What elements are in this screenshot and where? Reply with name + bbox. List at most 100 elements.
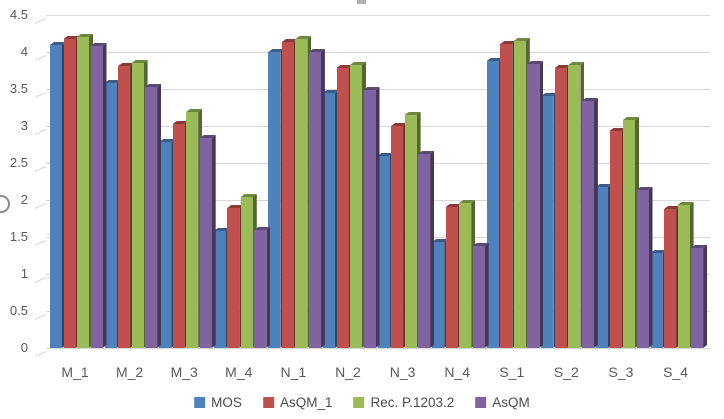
bar-asqm-n_3 bbox=[418, 151, 435, 348]
bar-face bbox=[308, 52, 321, 348]
y-tick-label: 2 bbox=[20, 192, 28, 207]
bar-face bbox=[323, 93, 335, 348]
bar-face bbox=[636, 190, 649, 348]
y-tick-label: 3.5 bbox=[9, 81, 28, 96]
bar-top bbox=[691, 245, 708, 248]
bar-top bbox=[254, 227, 271, 230]
bar-top bbox=[199, 135, 216, 138]
legend-label: AsQM_1 bbox=[279, 395, 333, 410]
bar-face bbox=[581, 101, 594, 348]
x-axis-label-s_3: S_3 bbox=[608, 364, 634, 380]
bar-top bbox=[295, 36, 312, 39]
bar-top bbox=[664, 206, 681, 209]
bar-top bbox=[418, 151, 435, 154]
bar-top bbox=[554, 65, 571, 68]
bar-face bbox=[295, 39, 308, 348]
gridline-depth-segment bbox=[34, 166, 47, 172]
bar-top bbox=[636, 187, 653, 190]
bar-side bbox=[649, 187, 653, 348]
bar-top bbox=[281, 39, 298, 42]
bar-face bbox=[90, 46, 103, 348]
bar-face bbox=[650, 253, 663, 348]
legend-swatch bbox=[194, 397, 206, 408]
bar-top bbox=[308, 49, 325, 52]
bar-top bbox=[172, 121, 189, 124]
bar-face bbox=[363, 90, 376, 348]
bar-top bbox=[118, 63, 135, 66]
bar-top bbox=[623, 117, 639, 120]
bar-face bbox=[77, 37, 89, 348]
bar-top bbox=[445, 204, 462, 207]
bar-face bbox=[677, 205, 690, 348]
bar-asqm-m_1 bbox=[90, 43, 107, 348]
bar-asqm-m_4 bbox=[254, 227, 271, 348]
bar-face bbox=[404, 115, 417, 348]
bar-face bbox=[199, 138, 212, 348]
legend-label: AsQM bbox=[492, 395, 530, 410]
bar-top bbox=[500, 41, 517, 44]
bar-top bbox=[527, 61, 544, 64]
x-axis-label-s_4: S_4 bbox=[663, 364, 689, 380]
bar-face bbox=[513, 41, 526, 348]
bar-top bbox=[596, 184, 612, 187]
gridline-depth-segment bbox=[34, 129, 47, 135]
bar-top bbox=[323, 90, 339, 93]
bar-face bbox=[432, 242, 445, 348]
bar-asqm-s_2 bbox=[581, 98, 598, 348]
bar-top bbox=[104, 80, 121, 83]
x-axis-label-m_3: M_3 bbox=[170, 364, 198, 380]
gridline bbox=[46, 15, 710, 16]
y-tick-label: 0 bbox=[20, 340, 28, 355]
bar-face bbox=[336, 68, 349, 348]
gridline-depth-segment bbox=[34, 240, 47, 246]
bar-face bbox=[486, 61, 499, 348]
legend-swatch bbox=[353, 397, 365, 408]
legend-item-asqm-1: AsQM_1 bbox=[262, 395, 333, 410]
bar-face bbox=[623, 120, 635, 348]
legend-label: MOS bbox=[211, 395, 242, 410]
bar-top bbox=[336, 65, 353, 68]
gridline-depth-segment bbox=[34, 18, 47, 24]
bar-top bbox=[159, 139, 176, 142]
gridline-depth-segment bbox=[34, 55, 47, 61]
bar-face bbox=[609, 131, 622, 348]
x-axis-label-n_3: N_3 bbox=[389, 364, 416, 380]
bar-top bbox=[609, 128, 626, 131]
legend-item-rec-p-1203-2: Rec. P.1203.2 bbox=[353, 395, 454, 410]
x-axis-label-n_4: N_4 bbox=[444, 364, 471, 380]
bar-top bbox=[650, 250, 667, 253]
bar-top bbox=[363, 87, 380, 90]
bar-face bbox=[527, 64, 540, 348]
bar-top bbox=[186, 109, 203, 112]
bar-face bbox=[213, 231, 226, 348]
bar-face bbox=[664, 209, 677, 348]
gridline-depth-segment bbox=[34, 314, 47, 320]
bar-face bbox=[554, 68, 567, 348]
bar-face bbox=[186, 112, 199, 348]
bar-face bbox=[350, 65, 362, 348]
bar-top bbox=[240, 194, 257, 197]
bar-side bbox=[430, 151, 434, 348]
y-tick-label: 0.5 bbox=[9, 303, 28, 318]
bar-side bbox=[103, 43, 107, 348]
bar-asqm-s_1 bbox=[527, 61, 544, 348]
bar-top bbox=[432, 239, 449, 242]
bar-top bbox=[404, 112, 421, 115]
y-tick-label: 3 bbox=[20, 118, 28, 133]
bar-face bbox=[281, 42, 294, 348]
bar-top bbox=[541, 93, 558, 96]
cropped-chart-title-fragment bbox=[357, 0, 366, 4]
bar-face bbox=[104, 83, 117, 348]
legend: MOS AsQM_1 Rec. P.1203.2 AsQM bbox=[194, 395, 530, 410]
bar-face bbox=[227, 208, 240, 348]
bar-asqm-m_2 bbox=[145, 84, 162, 348]
bar-face bbox=[691, 248, 704, 348]
bar-side bbox=[212, 135, 216, 348]
bar-top bbox=[472, 243, 489, 246]
bar-top bbox=[377, 153, 394, 156]
gridline bbox=[46, 348, 710, 349]
bar-top bbox=[227, 205, 244, 208]
bar-side bbox=[485, 243, 489, 348]
bar-face bbox=[240, 197, 253, 348]
bar-top bbox=[581, 98, 598, 101]
